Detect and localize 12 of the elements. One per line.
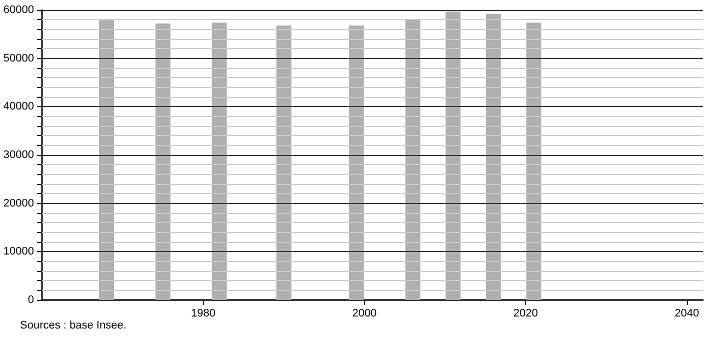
x-tick-label: 2000 <box>352 308 377 320</box>
x-tick-label: 2020 <box>513 308 538 320</box>
y-tick-label: 30000 <box>3 149 34 161</box>
y-tick-label: 40000 <box>3 100 34 113</box>
source-note: Sources : base Insee. <box>20 320 126 332</box>
x-tick-label: 2040 <box>674 308 700 320</box>
y-tick-label: 0 <box>28 294 34 306</box>
y-tick-label: 50000 <box>3 52 34 64</box>
y-tick-label: 10000 <box>3 246 34 258</box>
y-tick-label: 60000 <box>3 4 34 16</box>
x-tick-label: 1980 <box>190 308 216 320</box>
y-tick-label: 20000 <box>3 197 34 210</box>
